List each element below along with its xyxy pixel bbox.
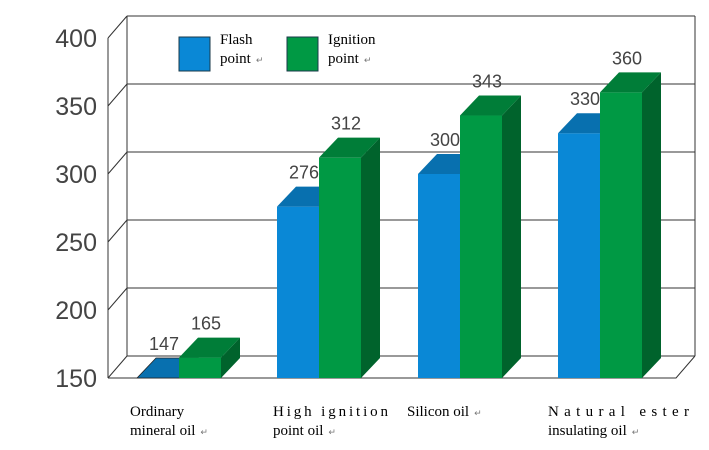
side-gridline xyxy=(107,287,128,311)
side-gridline xyxy=(107,355,128,379)
y-tick-label: 250 xyxy=(55,229,97,257)
legend-swatch xyxy=(286,36,319,72)
y-tick-label: 300 xyxy=(55,161,97,189)
bar-side xyxy=(221,337,240,378)
category-label: High ignition xyxy=(273,404,389,420)
data-label: 300 xyxy=(430,130,460,150)
bar-front xyxy=(179,357,221,378)
bar-side xyxy=(361,137,380,378)
side-gridline xyxy=(107,15,128,39)
bar-top xyxy=(600,72,661,93)
legend-swatch xyxy=(178,36,211,72)
legend-label: Ignition xyxy=(328,32,376,48)
legend-label: point xyxy=(220,51,252,67)
data-label: 343 xyxy=(472,72,502,92)
bar-front xyxy=(319,157,361,378)
return-mark-icon: ↵ xyxy=(632,428,640,438)
legend-label: point xyxy=(328,51,360,67)
y-tick-label: 200 xyxy=(55,297,97,325)
return-mark-icon: ↵ xyxy=(364,56,372,66)
return-mark-icon: ↵ xyxy=(474,409,482,419)
category-label: Natural ester xyxy=(548,404,689,420)
bar-1-1 xyxy=(319,137,380,378)
bar-3-1 xyxy=(600,72,661,379)
side-gridline xyxy=(107,151,128,175)
bar-front xyxy=(600,92,642,379)
y-tick-label: 150 xyxy=(55,365,97,393)
y-tick-label: 350 xyxy=(55,93,97,121)
category-label: Silicon oil xyxy=(407,404,469,420)
side-gridline xyxy=(107,219,128,243)
bar-top xyxy=(179,337,240,358)
data-label: 312 xyxy=(331,114,361,134)
legend-item-1: Ignition point ↵ xyxy=(286,32,376,72)
bar-side xyxy=(502,95,521,379)
return-mark-icon: ↵ xyxy=(200,428,208,438)
data-label: 330 xyxy=(570,89,600,109)
bar-2-1 xyxy=(460,95,521,379)
bar-top xyxy=(319,137,380,158)
category-label: point oil xyxy=(273,423,323,439)
category-label: mineral oil xyxy=(130,423,195,439)
side-gridline xyxy=(107,83,128,107)
bar-front xyxy=(418,174,460,378)
legend-item-0: Flash point ↵ xyxy=(178,32,264,72)
data-label: 360 xyxy=(612,48,642,68)
data-label: 147 xyxy=(149,334,179,354)
bar-top xyxy=(460,95,521,116)
legend-label: Flash xyxy=(220,32,253,48)
category-label: Ordinary xyxy=(130,404,185,420)
category-label: insulating oil xyxy=(548,423,627,439)
return-mark-icon: ↵ xyxy=(328,428,336,438)
y-tick-label: 400 xyxy=(55,25,97,53)
data-label: 276 xyxy=(289,163,319,183)
return-mark-icon: ↵ xyxy=(256,56,264,66)
bar-front xyxy=(558,133,600,378)
data-label: 165 xyxy=(191,314,221,334)
bar-front xyxy=(277,206,319,378)
bar-side xyxy=(642,72,661,379)
bar-0-1 xyxy=(179,337,240,378)
bar-front xyxy=(460,115,502,379)
